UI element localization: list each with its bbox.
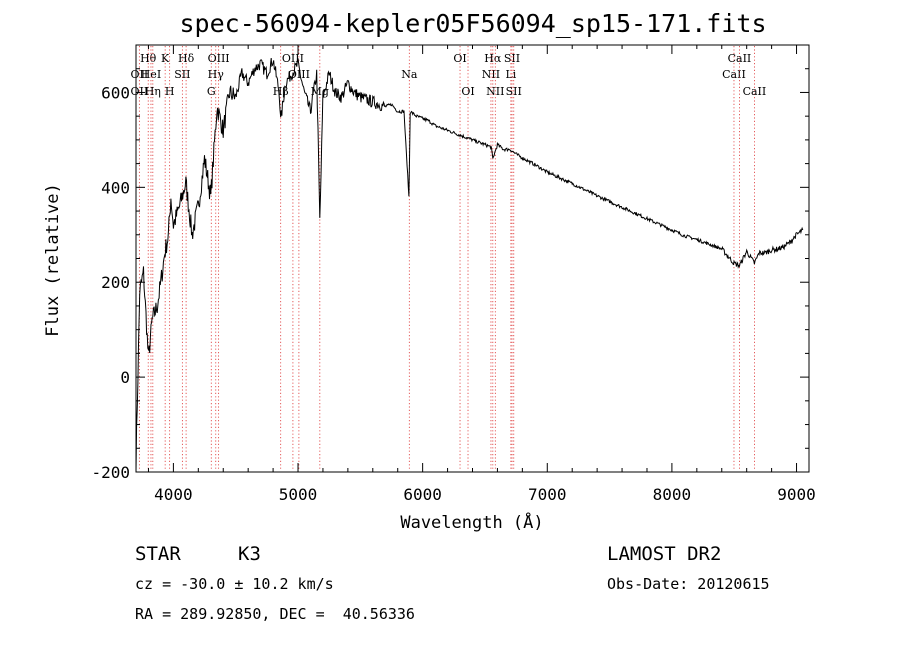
line-marker-label: Mg [311,85,329,98]
line-marker-label: G [207,85,216,98]
line-marker-label: NII [482,68,500,81]
line-marker-label: Hδ [178,52,195,65]
line-marker-label: H [165,85,175,98]
spectral-line-markers: OIIOIIHθHeIHηKHSIIHδGHγOIIIHβOIIIOIIIMgN… [131,46,767,471]
survey-name: LAMOST DR2 [607,543,722,565]
line-marker-label: OI [461,85,474,98]
line-marker-label: Na [401,68,418,81]
chart-title: spec-56094-kepler05F56094_sp15-171.fits [180,9,767,38]
spectrum-line [135,57,804,473]
line-marker-label: Hα [484,52,502,65]
x-tick-label: 8000 [653,485,692,504]
y-tick-label: -200 [91,463,130,482]
line-marker-label: NII [486,85,504,98]
sky-coordinates: RA = 289.92850, DEC = 40.56336 [135,605,415,623]
x-tick-label: 9000 [777,485,816,504]
y-tick-label: 600 [101,83,130,102]
line-marker-label: SII [174,68,190,81]
observation-date: Obs-Date: 20120615 [607,575,770,593]
line-marker-label: Hθ [140,52,157,65]
line-marker-label: OI [453,52,466,65]
y-tick-label: 200 [101,273,130,292]
line-marker-label: OIII [288,68,310,81]
y-tick-label: 400 [101,178,130,197]
x-tick-label: 6000 [403,485,442,504]
line-marker-label: Hη [145,85,161,98]
object-subclass: K3 [238,543,261,565]
line-marker-label: SII [504,52,520,65]
x-tick-label: 7000 [528,485,567,504]
line-marker-label: OIII [282,52,304,65]
x-tick-label: 5000 [279,485,318,504]
line-marker-label: CaII [743,85,767,98]
line-marker-label: OII [131,68,149,81]
line-marker-label: Hγ [208,68,225,81]
x-axis-label: Wavelength (Å) [400,511,543,533]
line-marker-label: Li [505,68,516,81]
y-tick-label: 0 [120,368,130,387]
line-marker-label: K [161,52,170,65]
x-tick-label: 4000 [154,485,193,504]
line-marker-label: CaII [728,52,752,65]
redshift-velocity: cz = -30.0 ± 10.2 km/s [135,575,334,593]
line-marker-label: CaII [722,68,746,81]
line-marker-label: OIII [208,52,230,65]
line-marker-label: SII [506,85,522,98]
line-marker-label: OII [131,85,149,98]
line-marker-label: HeI [141,68,161,81]
y-axis-label: Flux (relative) [43,183,63,337]
object-type: STAR [135,543,181,565]
plot-frame [135,44,810,473]
axis-ticks: 4000 5000 6000 7000 8000 9000 -200 0 200 400 600 [91,44,816,504]
